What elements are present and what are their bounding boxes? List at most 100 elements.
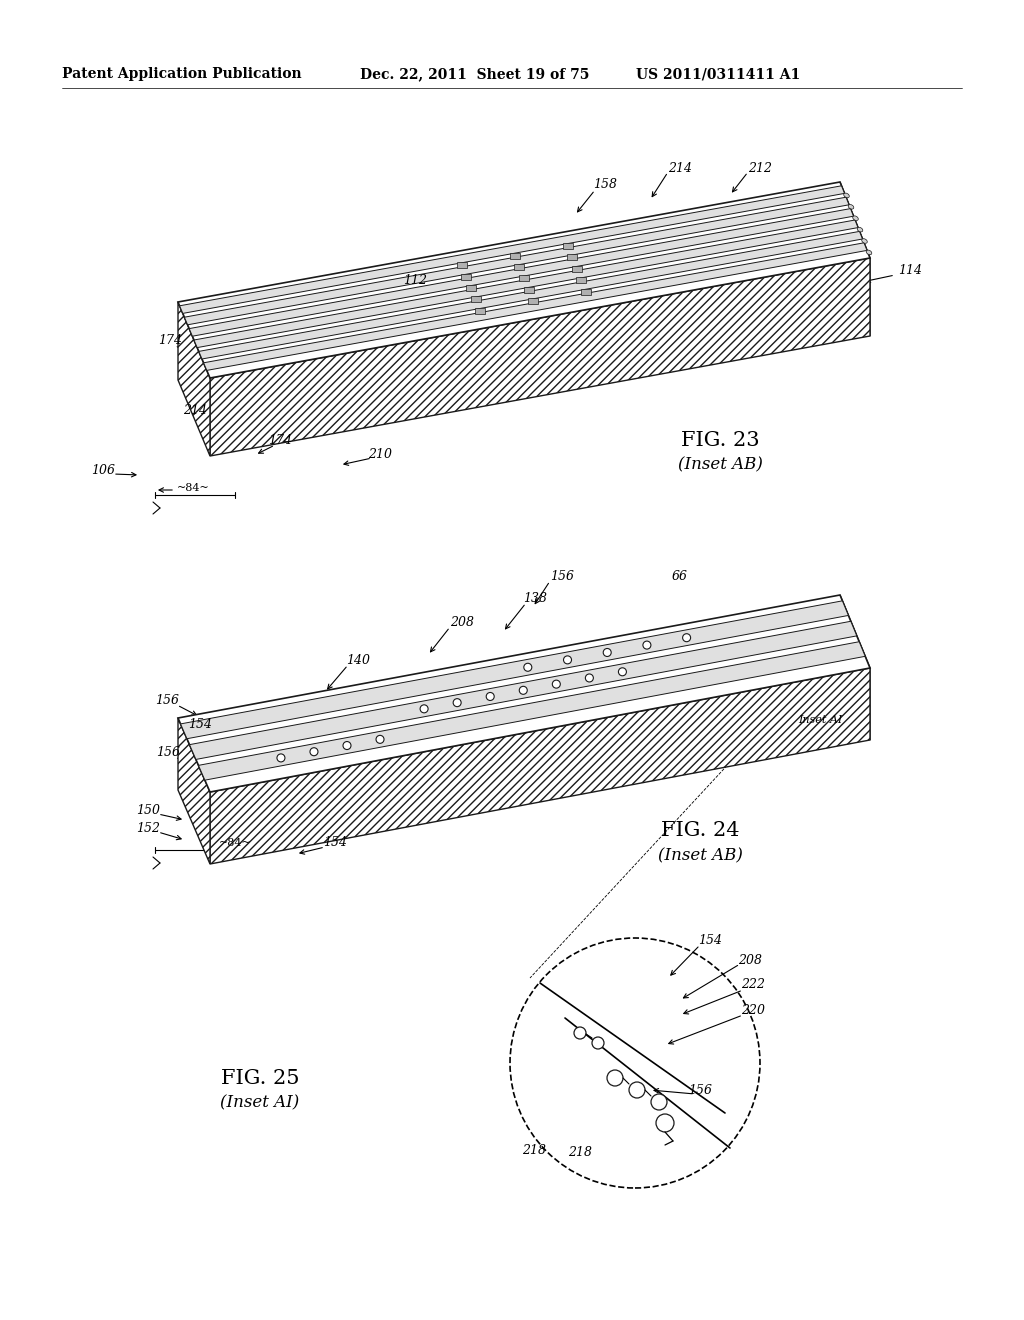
Text: 156: 156 xyxy=(688,1084,712,1097)
Text: ~84~: ~84~ xyxy=(219,838,251,847)
Text: 154: 154 xyxy=(188,718,212,730)
Polygon shape xyxy=(184,197,849,325)
Text: 114: 114 xyxy=(898,264,922,276)
Text: 214: 214 xyxy=(668,161,692,174)
Polygon shape xyxy=(457,263,467,268)
Circle shape xyxy=(420,705,428,713)
Circle shape xyxy=(629,1082,645,1098)
Text: 156: 156 xyxy=(550,569,574,582)
Ellipse shape xyxy=(853,216,858,220)
Text: FIG. 23: FIG. 23 xyxy=(681,430,760,450)
Circle shape xyxy=(519,686,527,694)
Text: 138: 138 xyxy=(523,591,547,605)
Text: 150: 150 xyxy=(136,804,160,817)
Circle shape xyxy=(524,663,531,672)
Text: FIG. 25: FIG. 25 xyxy=(221,1068,299,1088)
Circle shape xyxy=(454,698,461,706)
Polygon shape xyxy=(528,298,539,305)
Polygon shape xyxy=(178,182,870,378)
Text: 210: 210 xyxy=(368,449,392,462)
Text: 112: 112 xyxy=(403,273,427,286)
Polygon shape xyxy=(519,276,528,281)
Polygon shape xyxy=(180,601,849,739)
Ellipse shape xyxy=(848,205,854,209)
Circle shape xyxy=(376,735,384,743)
Polygon shape xyxy=(567,255,578,260)
Circle shape xyxy=(310,747,318,756)
Polygon shape xyxy=(514,264,524,271)
Polygon shape xyxy=(204,243,867,371)
Circle shape xyxy=(656,1114,674,1133)
Text: US 2011/0311411 A1: US 2011/0311411 A1 xyxy=(636,67,800,81)
Text: 154: 154 xyxy=(323,837,347,850)
Polygon shape xyxy=(179,186,845,313)
Polygon shape xyxy=(523,286,534,293)
Text: Patent Application Publication: Patent Application Publication xyxy=(62,67,302,81)
Circle shape xyxy=(683,634,690,642)
Text: 140: 140 xyxy=(346,653,370,667)
Text: (Inset AB): (Inset AB) xyxy=(678,457,763,474)
Ellipse shape xyxy=(857,227,863,232)
Text: 174: 174 xyxy=(158,334,182,346)
Text: 218: 218 xyxy=(568,1146,592,1159)
Text: 156: 156 xyxy=(156,746,180,759)
Polygon shape xyxy=(462,273,471,280)
Polygon shape xyxy=(475,308,485,314)
Polygon shape xyxy=(210,668,870,865)
Text: 208: 208 xyxy=(738,953,762,966)
Text: (Inset AB): (Inset AB) xyxy=(657,847,742,865)
Polygon shape xyxy=(571,265,582,272)
Ellipse shape xyxy=(844,193,849,198)
Polygon shape xyxy=(562,243,572,249)
Text: 158: 158 xyxy=(593,178,617,191)
Text: FIG. 24: FIG. 24 xyxy=(660,821,739,840)
Text: 208: 208 xyxy=(450,615,474,628)
Text: Dec. 22, 2011  Sheet 19 of 75: Dec. 22, 2011 Sheet 19 of 75 xyxy=(360,67,590,81)
Circle shape xyxy=(343,742,351,750)
Circle shape xyxy=(563,656,571,664)
Text: 156: 156 xyxy=(155,693,179,706)
Text: 218: 218 xyxy=(522,1143,546,1156)
Polygon shape xyxy=(581,289,591,294)
Text: 106: 106 xyxy=(91,463,115,477)
Polygon shape xyxy=(199,231,862,359)
Polygon shape xyxy=(210,257,870,455)
Circle shape xyxy=(603,648,611,656)
Polygon shape xyxy=(840,595,870,741)
Circle shape xyxy=(607,1071,623,1086)
Circle shape xyxy=(586,675,593,682)
Circle shape xyxy=(592,1038,604,1049)
Polygon shape xyxy=(189,622,857,759)
Text: (Inset AI): (Inset AI) xyxy=(220,1094,300,1111)
Polygon shape xyxy=(178,718,210,865)
Text: ~84~: ~84~ xyxy=(176,483,209,492)
Circle shape xyxy=(552,680,560,688)
Polygon shape xyxy=(194,220,858,347)
Circle shape xyxy=(486,693,495,701)
Polygon shape xyxy=(510,252,519,259)
Text: Inset AI: Inset AI xyxy=(798,715,842,725)
Circle shape xyxy=(574,1027,586,1039)
Text: 212: 212 xyxy=(748,161,772,174)
Text: 214: 214 xyxy=(183,404,207,417)
Circle shape xyxy=(643,642,651,649)
Text: 174: 174 xyxy=(268,433,292,446)
Polygon shape xyxy=(466,285,476,292)
Polygon shape xyxy=(840,182,870,337)
Ellipse shape xyxy=(866,249,871,255)
Circle shape xyxy=(651,1094,667,1110)
Polygon shape xyxy=(189,209,853,337)
Text: 220: 220 xyxy=(741,1003,765,1016)
Circle shape xyxy=(276,754,285,762)
Polygon shape xyxy=(199,642,865,780)
Polygon shape xyxy=(178,595,870,792)
Text: 152: 152 xyxy=(136,821,160,834)
Polygon shape xyxy=(577,277,587,284)
Text: 66: 66 xyxy=(672,569,688,582)
Text: 154: 154 xyxy=(698,933,722,946)
Circle shape xyxy=(618,668,627,676)
Polygon shape xyxy=(471,297,480,302)
Polygon shape xyxy=(178,302,210,455)
Text: 222: 222 xyxy=(741,978,765,991)
Ellipse shape xyxy=(862,239,867,243)
